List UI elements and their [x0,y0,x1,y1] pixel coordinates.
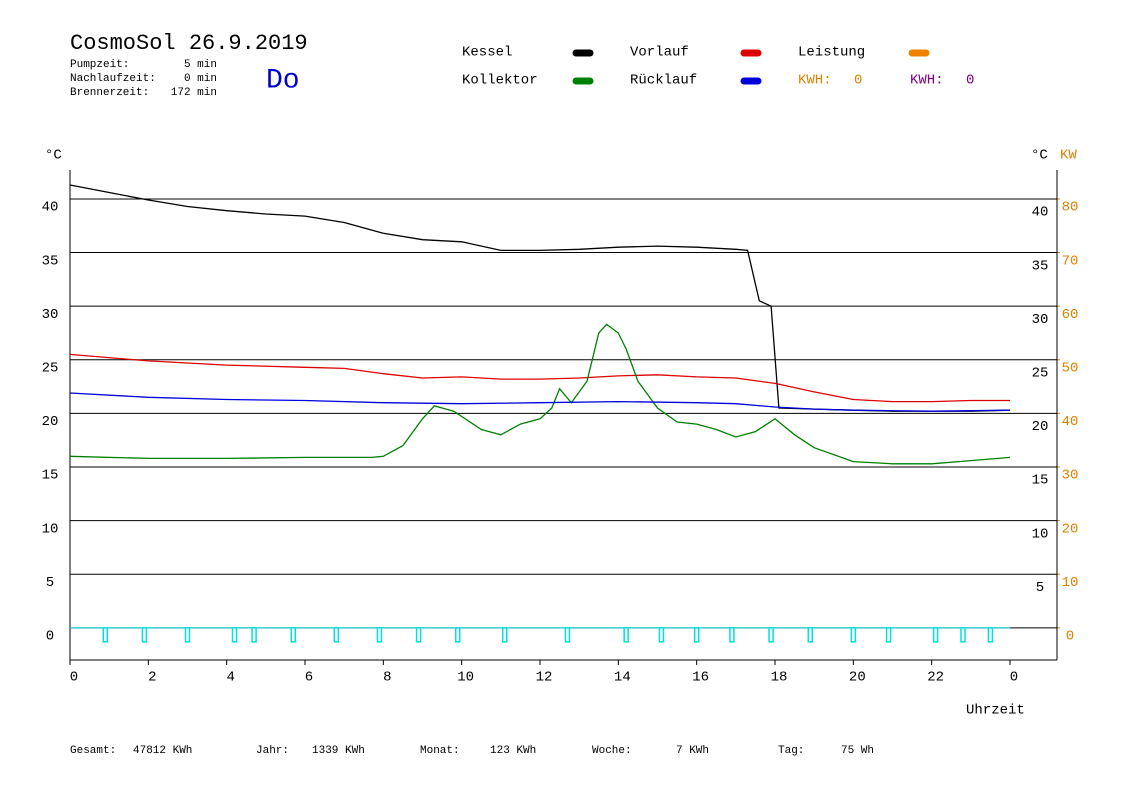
x-tick-label: 20 [849,670,866,686]
series-line [69,184,1011,412]
x-tick-label: 0 [70,670,78,686]
footer-label: Gesamt: [70,745,116,757]
y-right-tick-label: 35 [1032,258,1049,274]
info-value: 0 min [184,73,217,85]
kwh-label: KWH: [910,73,944,89]
info-value: 172 min [171,87,217,99]
title: CosmoSol 26.9.2019 [70,31,308,56]
x-tick-label: 6 [305,670,313,686]
x-tick-label: 10 [457,670,474,686]
footer-label: Monat: [420,745,460,757]
y2-tick-label: 40 [1062,414,1079,430]
footer-value: 7 KWh [676,745,709,757]
pulse [932,627,939,643]
y-right-tick-label: 30 [1032,312,1049,328]
y-tick-label: 20 [42,414,59,430]
info-value: 5 min [184,59,217,71]
x-tick-label: 14 [614,670,631,686]
x-tick-label: 16 [692,670,709,686]
info-label: Pumpzeit: [70,59,129,71]
legend-label: Vorlauf [630,45,689,61]
y2-tick-label: 50 [1062,360,1079,376]
kwh-label: KWH: [798,73,832,89]
pulse [658,627,665,643]
x-tick-label: 8 [383,670,391,686]
pulse [231,627,238,643]
y-tick-label: 25 [42,360,59,376]
pulse [960,627,966,643]
info-label: Brennerzeit: [70,87,149,99]
pulse [376,627,383,643]
info-label: Nachlaufzeit: [70,73,156,85]
x-tick-label: 4 [226,670,234,686]
pulse [768,627,774,643]
y-right-unit: °C [1031,148,1048,164]
pulse [251,627,257,643]
pulse [290,627,296,643]
y-right-tick-label: 20 [1032,419,1049,435]
y-right-tick-label: 5 [1036,580,1044,596]
pulse [333,627,340,643]
y-right-tick-label: 40 [1032,205,1049,221]
series-line [69,353,1010,403]
legend-label: Kessel [462,45,512,61]
y2-tick-label: 10 [1062,575,1079,591]
y2-tick-label: 80 [1062,200,1079,216]
pulse [564,627,571,643]
x-tick-label: 18 [771,670,788,686]
y-tick-label: 5 [46,575,54,591]
footer-value: 75 Wh [841,745,874,757]
x-label: Uhrzeit [966,703,1025,719]
y-tick-label: 0 [46,629,54,645]
y-tick-label: 15 [42,468,59,484]
pulse [850,627,857,643]
footer-label: Woche: [592,745,632,757]
y-right-tick-label: 15 [1032,473,1049,489]
series-line [69,323,1011,465]
y2-unit: KW [1060,148,1077,164]
x-tick-label: 2 [148,670,156,686]
pulse [807,627,813,643]
footer-value: 1339 KWh [312,745,365,757]
y-right-tick-label: 10 [1032,526,1049,542]
y-tick-label: 40 [42,200,59,216]
kwh-value: 0 [966,73,974,89]
pulse [415,627,422,643]
legend-label: Kollektor [462,73,538,89]
y-unit: °C [45,148,62,164]
legend-label: Leistung [798,45,865,61]
x-tick-label: 0 [1010,670,1018,686]
y2-tick-label: 30 [1062,468,1079,484]
legend-label: Rücklauf [630,73,697,89]
footer-value: 123 KWh [490,745,536,757]
kwh-value: 0 [854,73,862,89]
x-tick-label: 22 [927,670,944,686]
y2-tick-label: 70 [1062,253,1079,269]
series-line [69,392,1011,412]
pulse [987,627,994,643]
footer-label: Jahr: [256,745,289,757]
pulse [184,627,191,643]
y-tick-label: 30 [42,307,59,323]
day: Do [266,65,300,96]
y2-tick-label: 0 [1066,629,1074,645]
pulse [623,627,629,643]
pulse [729,627,735,643]
y-right-tick-label: 25 [1032,365,1049,381]
x-tick-label: 12 [536,670,553,686]
y2-tick-label: 60 [1062,307,1079,323]
y-tick-label: 35 [42,253,59,269]
pulse [693,627,700,643]
pulse [102,627,108,643]
y2-tick-label: 20 [1062,521,1079,537]
pulse [502,627,508,643]
footer-label: Tag: [778,745,804,757]
footer-value: 47812 KWh [133,745,192,757]
pulse [885,627,892,643]
pulse [141,627,148,643]
pulse [455,627,461,643]
y-tick-label: 10 [42,521,59,537]
